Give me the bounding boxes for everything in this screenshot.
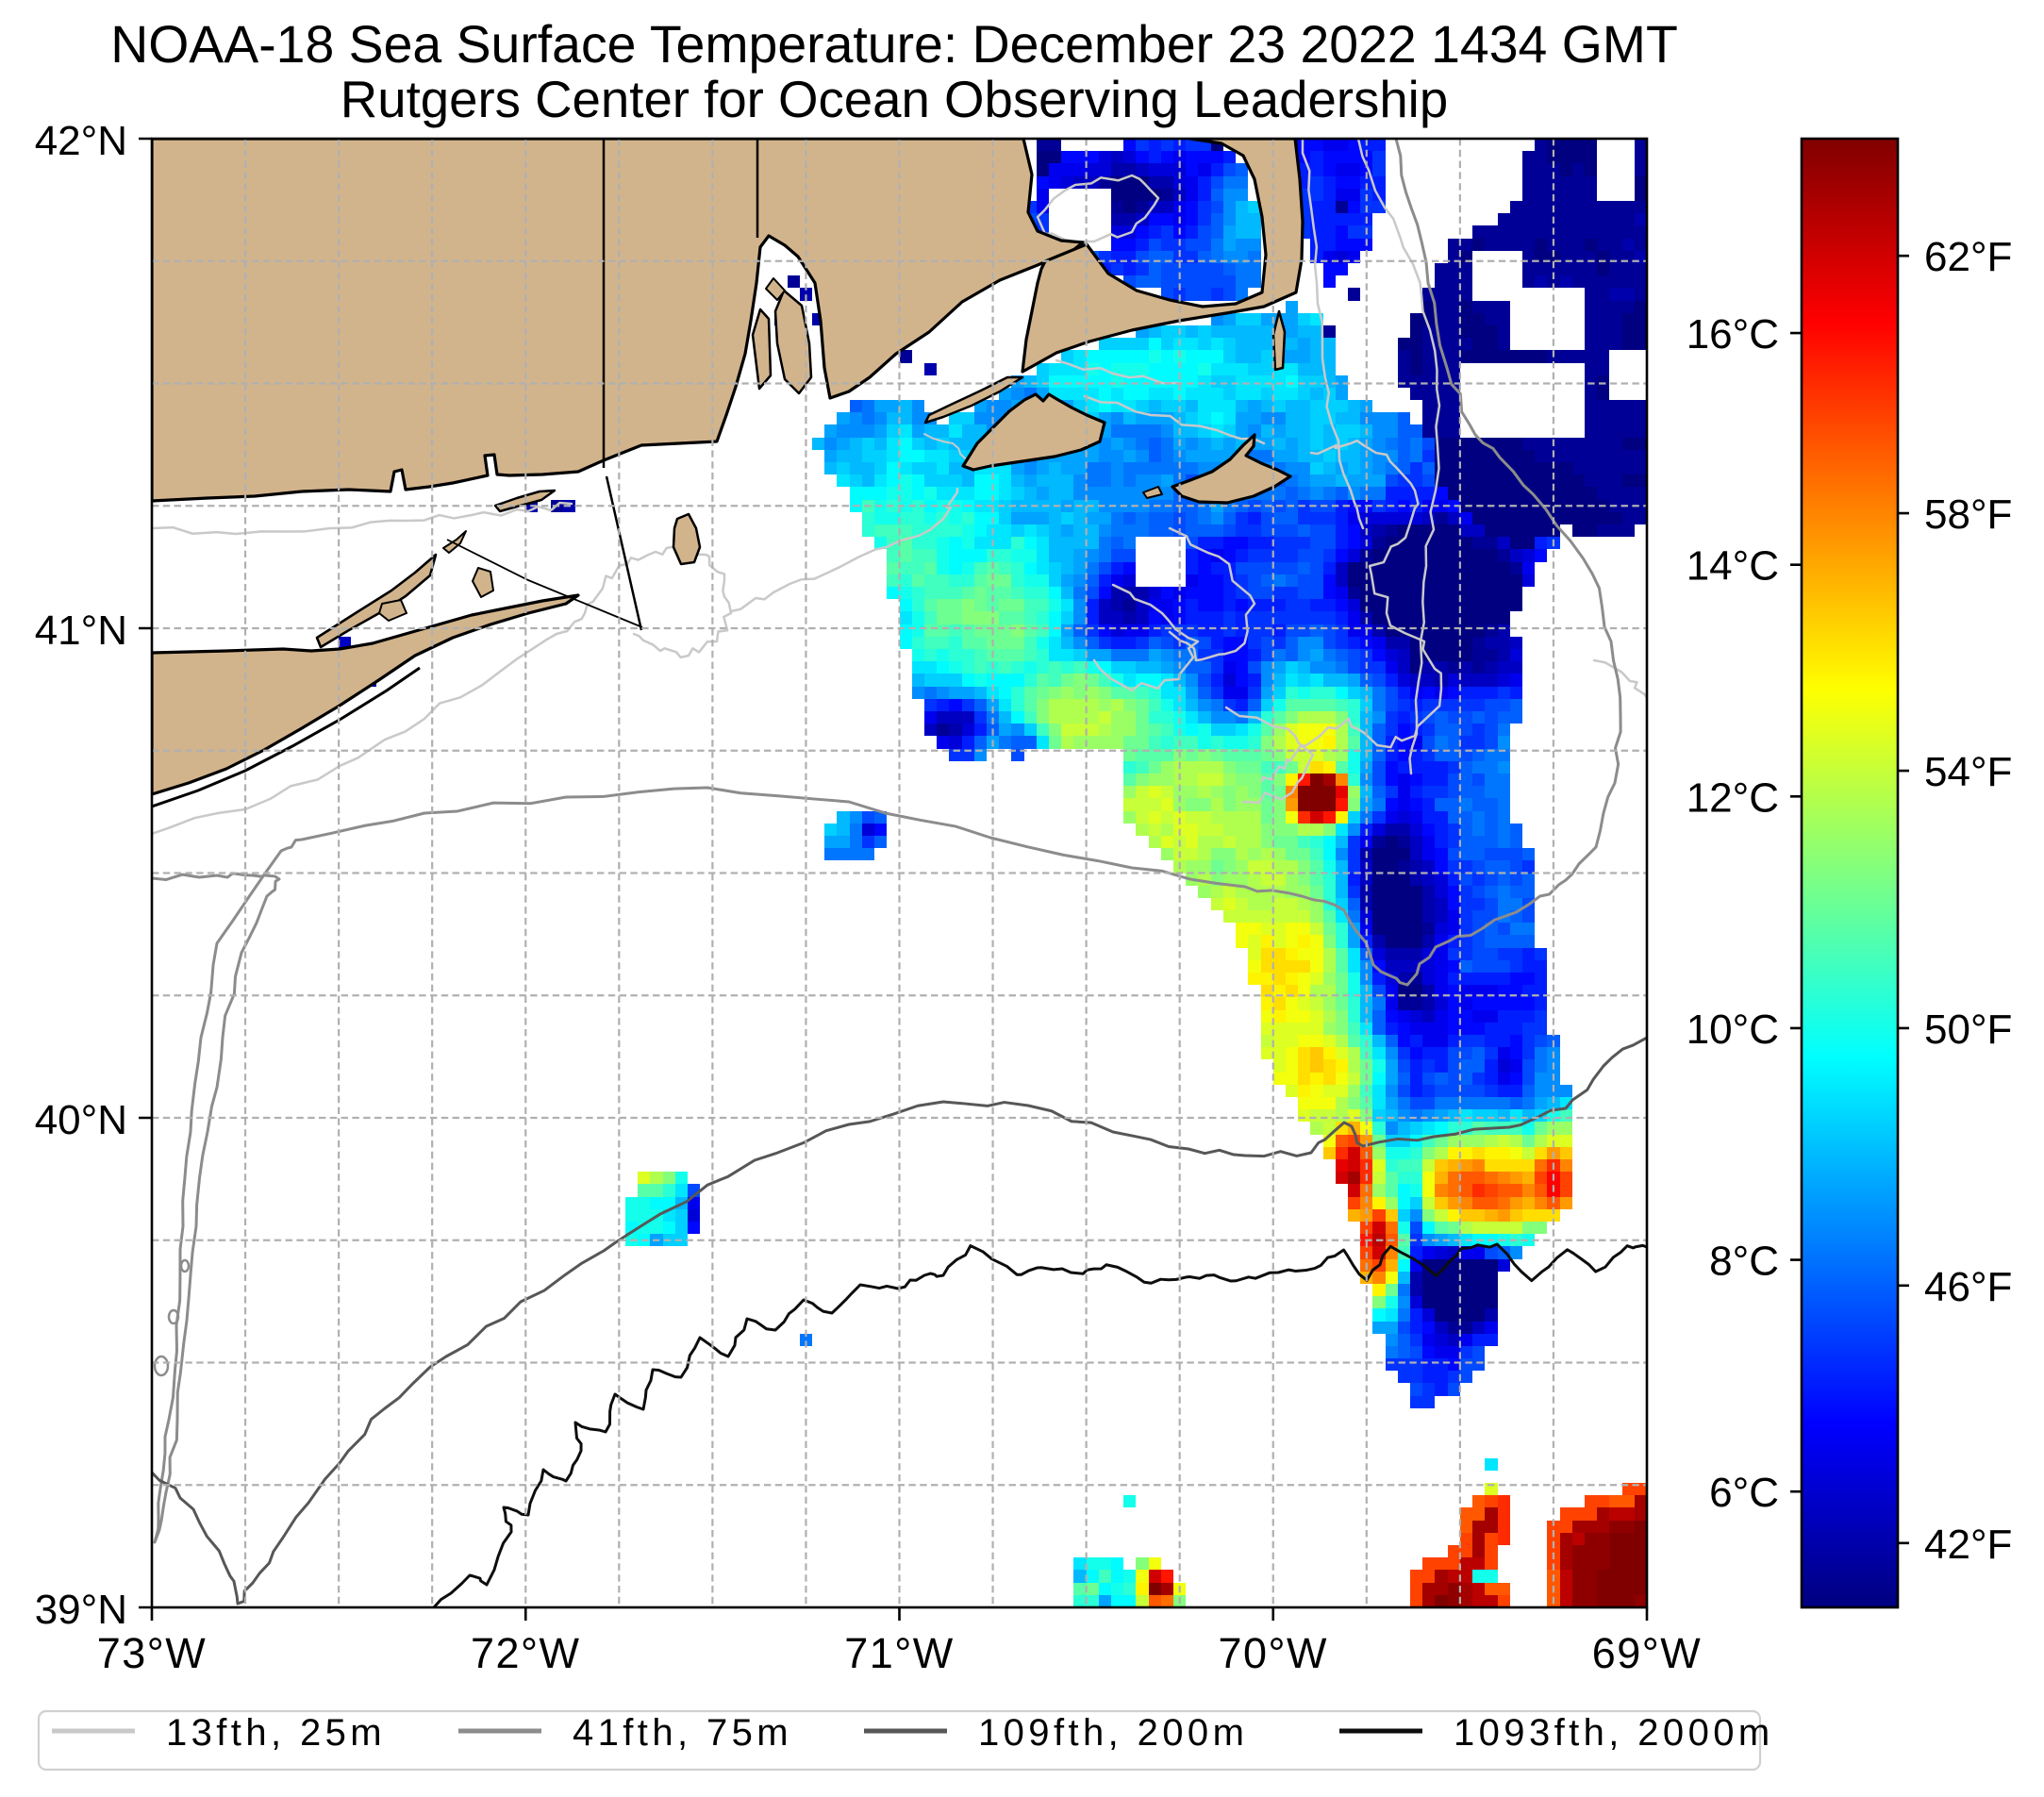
svg-text:73°W: 73°W xyxy=(97,1629,208,1677)
svg-text:10°C: 10°C xyxy=(1687,1007,1779,1053)
svg-text:14°C: 14°C xyxy=(1687,543,1779,590)
svg-text:16°C: 16°C xyxy=(1687,311,1779,358)
svg-text:39°N: 39°N xyxy=(35,1587,127,1633)
svg-text:NOAA-18 Sea Surface Temperatur: NOAA-18 Sea Surface Temperature: Decembe… xyxy=(110,15,1678,74)
svg-text:72°W: 72°W xyxy=(471,1629,581,1677)
svg-text:42°N: 42°N xyxy=(35,118,127,164)
svg-text:6°C: 6°C xyxy=(1709,1470,1779,1516)
svg-text:70°W: 70°W xyxy=(1218,1629,1328,1677)
svg-text:50°F: 50°F xyxy=(1924,1007,2012,1053)
svg-text:12°C: 12°C xyxy=(1687,774,1779,821)
svg-text:58°F: 58°F xyxy=(1924,491,2012,538)
svg-text:42°F: 42°F xyxy=(1924,1522,2012,1568)
svg-text:69°W: 69°W xyxy=(1592,1629,1703,1677)
svg-text:40°N: 40°N xyxy=(35,1097,127,1143)
svg-text:54°F: 54°F xyxy=(1924,749,2012,795)
svg-text:8°C: 8°C xyxy=(1709,1239,1779,1285)
svg-text:1093fth, 2000m: 1093fth, 2000m xyxy=(1454,1712,1774,1754)
svg-text:Rutgers Center for Ocean Obser: Rutgers Center for Ocean Observing Leade… xyxy=(341,71,1448,128)
svg-text:62°F: 62°F xyxy=(1924,234,2012,280)
svg-text:13fth, 25m: 13fth, 25m xyxy=(166,1712,386,1754)
svg-text:41fth, 75m: 41fth, 75m xyxy=(573,1712,792,1754)
svg-text:41°N: 41°N xyxy=(35,607,127,654)
svg-text:71°W: 71°W xyxy=(844,1629,955,1677)
svg-text:46°F: 46°F xyxy=(1924,1264,2012,1310)
svg-text:109fth, 200m: 109fth, 200m xyxy=(978,1712,1248,1754)
